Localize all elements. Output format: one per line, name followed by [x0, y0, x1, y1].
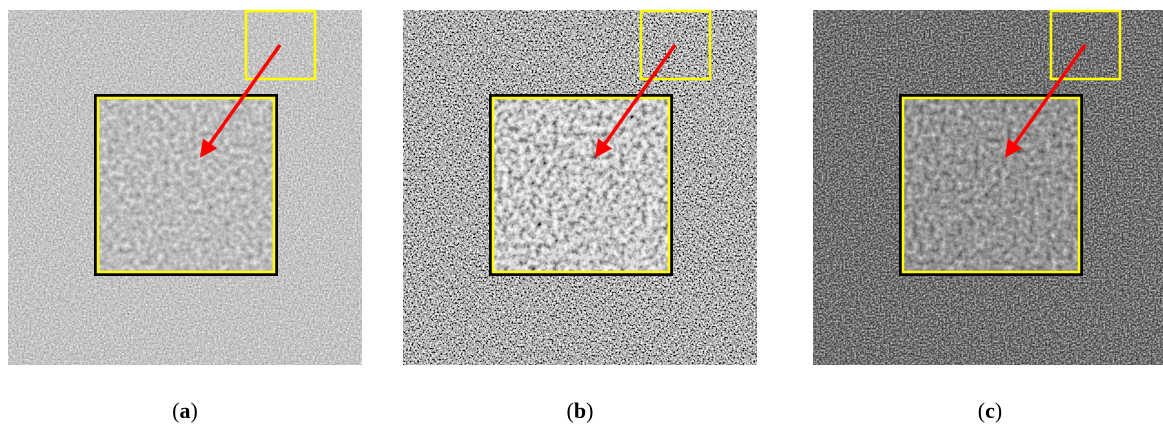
- zoom-inset: [97, 97, 275, 273]
- inset-outline: [94, 94, 278, 276]
- red-arrow: [594, 43, 677, 158]
- label-part: ): [191, 398, 198, 423]
- inset-outline: [899, 94, 1083, 276]
- red-arrow: [199, 43, 282, 158]
- label-part: b: [574, 398, 586, 423]
- label-part: (: [567, 398, 574, 423]
- panel-label: (c): [978, 398, 1002, 423]
- source-box: [244, 9, 317, 81]
- label-part: (: [978, 398, 985, 423]
- label-part: ): [995, 398, 1002, 423]
- panel-label: (b): [567, 398, 594, 423]
- panel: [8, 9, 362, 365]
- red-arrow: [1004, 43, 1087, 158]
- panel: [403, 9, 757, 365]
- source-box: [1049, 9, 1122, 81]
- label-part: a: [180, 398, 191, 423]
- label-part: (: [172, 398, 179, 423]
- panels: [8, 9, 1163, 365]
- zoom-inset: [492, 97, 670, 273]
- panel-label: (a): [172, 398, 198, 423]
- inset-border: [96, 96, 276, 274]
- zoom-inset: [902, 97, 1080, 273]
- label-part: ): [586, 398, 593, 423]
- inset-outline: [489, 94, 673, 276]
- inset-border: [901, 96, 1081, 274]
- label-part: c: [985, 398, 995, 423]
- inset-border: [491, 96, 671, 274]
- source-box: [639, 9, 712, 81]
- panel: [813, 9, 1163, 365]
